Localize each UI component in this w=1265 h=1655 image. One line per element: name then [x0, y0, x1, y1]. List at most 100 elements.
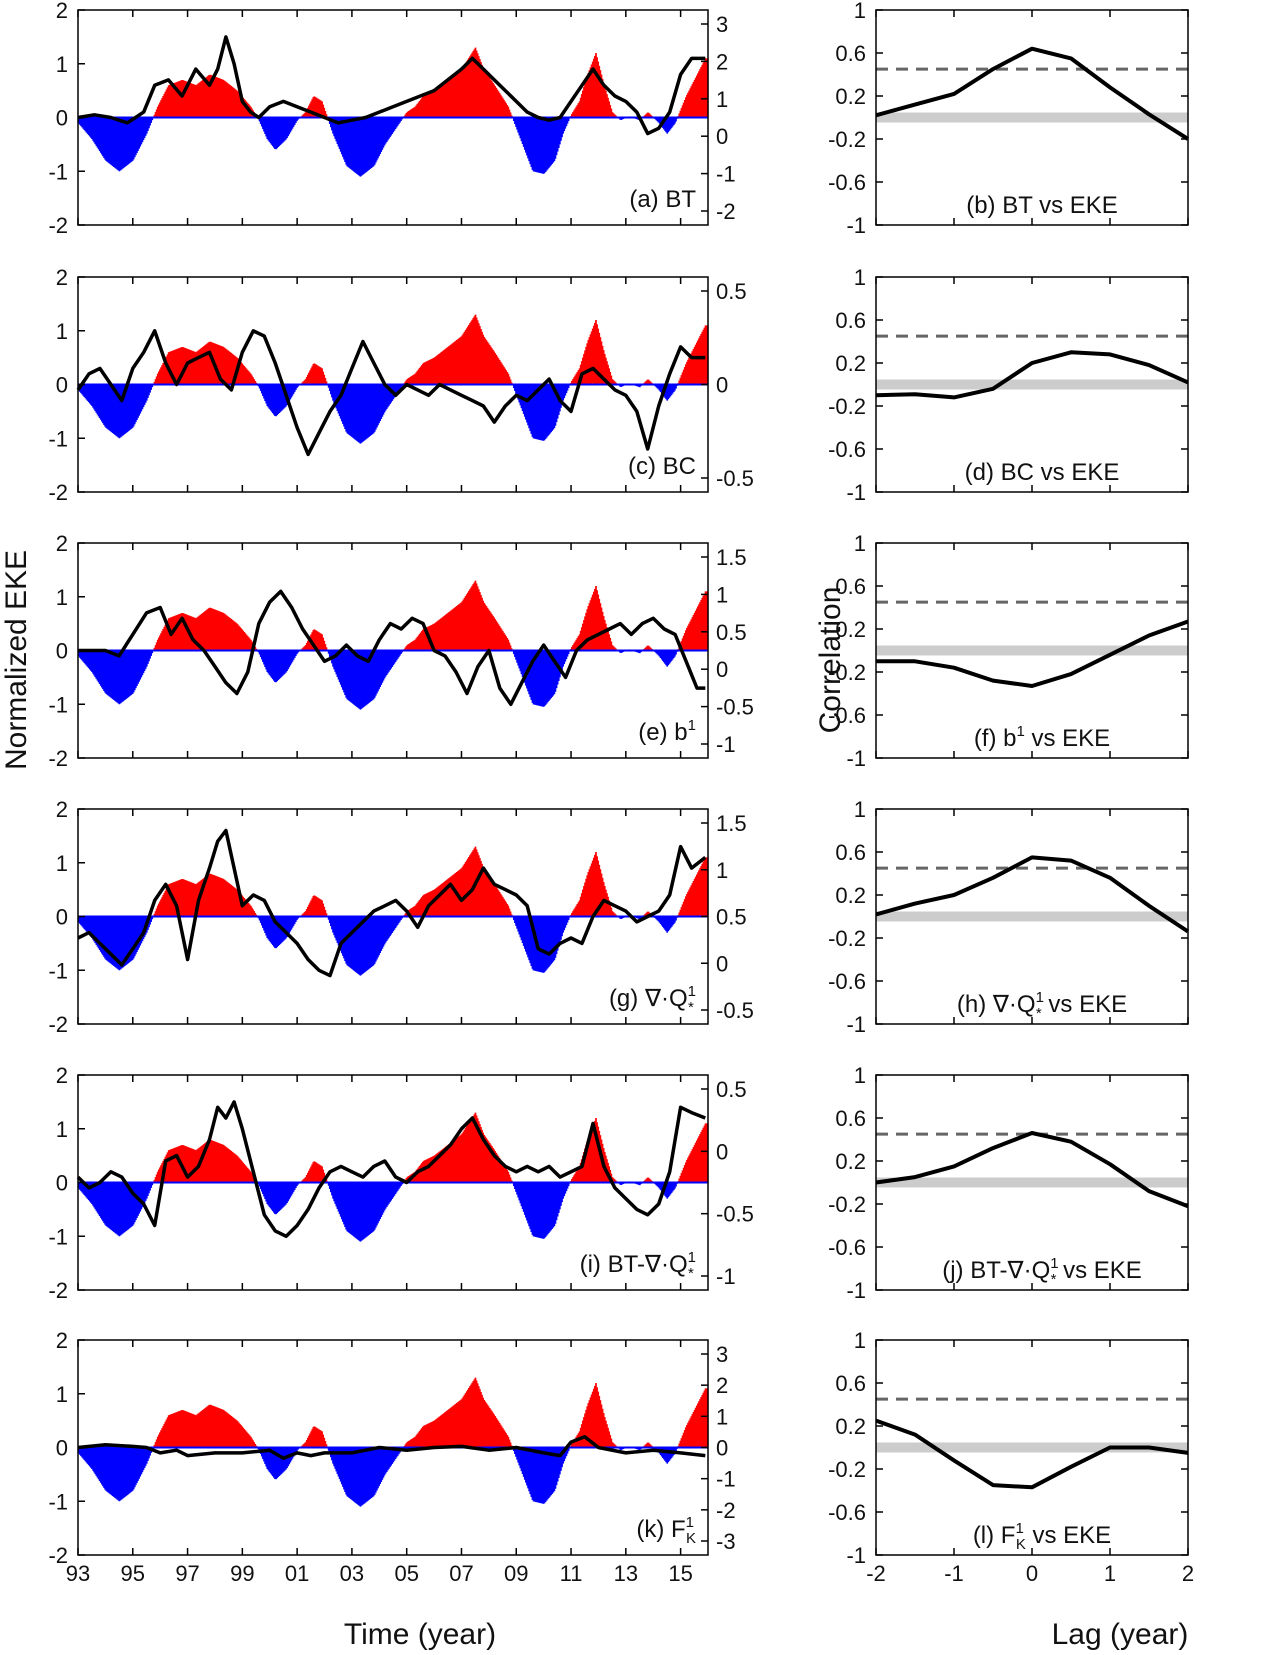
- eke-bar: [458, 338, 460, 385]
- eke-bar: [368, 650, 371, 703]
- eke-bar: [286, 117, 288, 139]
- eke-bar: [582, 1420, 584, 1448]
- eke-bar: [388, 384, 390, 406]
- eke-bar: [124, 1182, 126, 1232]
- eke-bar: [373, 1447, 376, 1495]
- eke-bar: [548, 916, 550, 967]
- eke-bar: [563, 1447, 566, 1462]
- eke-bar: [177, 1146, 180, 1183]
- eke-bar: [324, 111, 327, 118]
- panel-label: (j) BT-∇·Q1 * vs EKE: [942, 1255, 1142, 1288]
- eke-bar: [423, 1160, 425, 1183]
- eke-bar: [637, 916, 640, 919]
- eke-bar: [109, 384, 112, 432]
- eke-bar: [196, 84, 199, 118]
- right-y-tick-label: 0: [716, 373, 728, 398]
- eke-bar: [90, 1182, 92, 1203]
- eke-bar: [301, 1445, 304, 1448]
- eke-bar: [310, 1166, 312, 1183]
- correlation-line: [875, 350, 1189, 400]
- eke-bar: [188, 881, 191, 917]
- eke-bar: [262, 384, 264, 396]
- eke-bar: [358, 1447, 361, 1506]
- eke-bar: [195, 1415, 197, 1448]
- eke-bar: [544, 117, 547, 172]
- eke-bar: [459, 869, 461, 917]
- panel-b: 10.60.2-0.2-0.6-1(b) BT vs EKE: [828, 0, 1190, 238]
- eke-bar: [426, 361, 429, 385]
- eke-bar: [134, 1182, 137, 1221]
- eke-bar: [303, 380, 306, 385]
- eke-bar: [383, 650, 386, 679]
- eke-bar: [317, 1164, 320, 1183]
- eke-bar: [217, 344, 219, 385]
- eke-bar: [162, 363, 165, 385]
- eke-bar: [113, 916, 115, 966]
- eke-bar: [667, 1182, 670, 1198]
- eke-bar: [684, 630, 687, 651]
- eke-bar: [608, 1431, 610, 1448]
- eke-bar: [97, 1182, 100, 1215]
- eke-bar: [316, 1428, 319, 1448]
- eke-bar: [202, 612, 205, 651]
- eke-bar: [590, 1129, 593, 1183]
- eke-bar: [385, 384, 388, 409]
- eke-bar: [549, 384, 551, 434]
- eke-bar: [519, 916, 522, 938]
- eke-bar: [517, 1447, 520, 1463]
- eke-bar: [575, 1171, 578, 1183]
- eke-bar: [283, 916, 286, 940]
- eke-bar: [443, 349, 446, 385]
- eke-bar: [137, 650, 139, 684]
- eke-bar: [521, 117, 524, 145]
- y-tick-label: -2: [48, 1543, 68, 1568]
- eke-bar: [680, 108, 683, 118]
- eke-bar: [517, 117, 520, 133]
- eke-bar: [412, 907, 414, 917]
- eke-bar: [533, 650, 536, 705]
- eke-bar: [595, 1118, 597, 1183]
- eke-bar: [156, 373, 159, 385]
- eke-bar: [294, 1447, 297, 1454]
- eke-bar: [277, 117, 280, 148]
- eke-bar: [93, 650, 96, 676]
- panel-label-text: (d) BC vs EKE: [965, 459, 1120, 486]
- eke-bar: [470, 1119, 472, 1183]
- eke-bar: [395, 384, 398, 395]
- right-y-tick-label: -3: [716, 1529, 736, 1554]
- eke-bar: [207, 1405, 209, 1448]
- eke-bar: [185, 1146, 188, 1183]
- eke-bar: [585, 346, 587, 385]
- eke-bar: [393, 384, 396, 398]
- eke-bar: [259, 650, 262, 657]
- eke-bar: [442, 83, 445, 118]
- eke-bar: [363, 1182, 366, 1239]
- eke-bar: [327, 650, 330, 654]
- eke-bar: [320, 367, 322, 385]
- eke-bar: [211, 75, 214, 118]
- eke-bar: [531, 916, 534, 969]
- eke-bar: [371, 650, 374, 701]
- eke-bar: [447, 878, 449, 917]
- eke-bar: [687, 1157, 689, 1183]
- eke-bar: [694, 1142, 697, 1183]
- eke-bar: [141, 384, 144, 410]
- eke-bar: [108, 916, 111, 963]
- eke-bar: [521, 1447, 524, 1475]
- eke-bar: [573, 909, 575, 917]
- eke-bar: [166, 1417, 169, 1448]
- eke-bar: [514, 117, 516, 124]
- eke-bar: [404, 381, 407, 385]
- eke-bar: [678, 113, 681, 118]
- eke-bar: [184, 613, 186, 651]
- eke-bar: [297, 117, 299, 120]
- eke-bar: [427, 360, 430, 385]
- panel-label-text: (j) BT-∇·Q: [942, 1257, 1050, 1284]
- eke-bar: [554, 1447, 557, 1489]
- eke-bar: [521, 1182, 524, 1210]
- eke-bar: [263, 916, 265, 931]
- eke-bar: [400, 1182, 402, 1186]
- eke-bar: [475, 1380, 478, 1448]
- y-tick-label: 1: [56, 851, 68, 876]
- eke-bar: [457, 72, 459, 118]
